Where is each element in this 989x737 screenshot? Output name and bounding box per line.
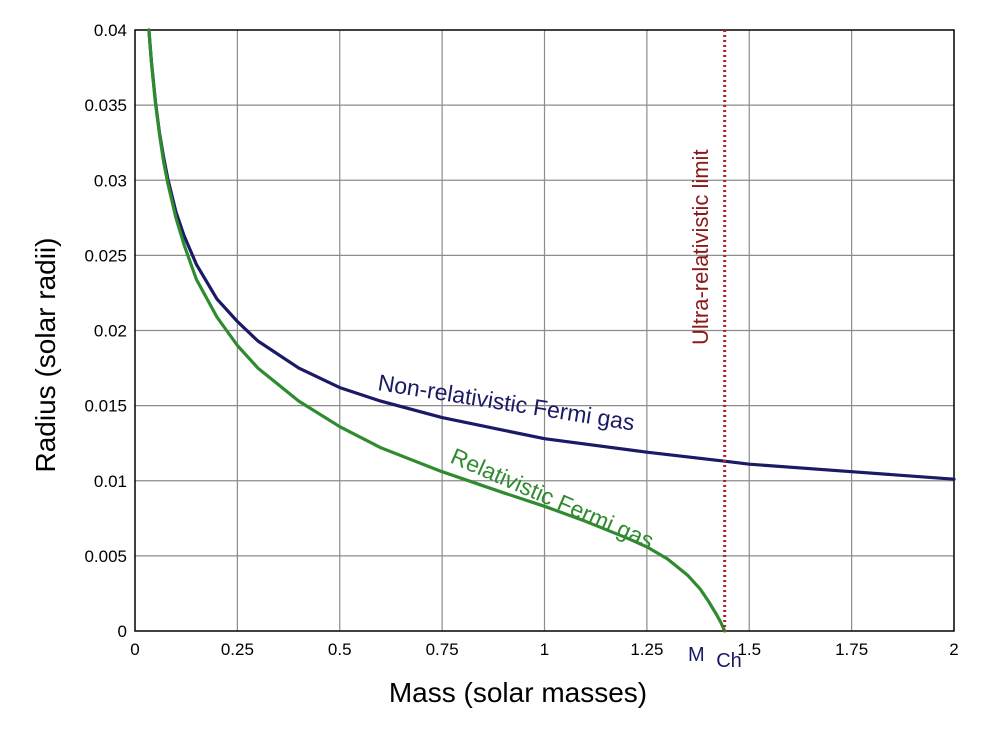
y-tick-label: 0.03 [94,171,127,190]
x-tick-label: 1.75 [835,640,868,659]
grid [135,30,954,631]
y-axis-title: Radius (solar radii) [30,238,61,473]
y-tick-label: 0.04 [94,21,127,40]
ultra-relativistic-limit-label: Ultra-relativistic limit [688,149,713,345]
x-tick-label: 0.75 [426,640,459,659]
x-tick-label: 0.25 [221,640,254,659]
y-tick-label: 0.025 [84,246,127,265]
x-tick-label: 2 [949,640,958,659]
relativistic-curve [147,28,727,633]
x-tick-label: 1.25 [630,640,663,659]
x-tick-label: 0 [130,640,139,659]
y-tick-label: 0.035 [84,96,127,115]
y-tick-label: 0.01 [94,472,127,491]
y-tick-label: 0.02 [94,322,127,341]
chandrasekhar-mass-label: M Ch [688,644,742,672]
relativistic-label: Relativistic Fermi gas [447,443,658,554]
x-tick-label: 0.5 [328,640,352,659]
plot-frame [134,29,955,632]
non-relativistic-label: Non-relativistic Fermi gas [376,369,636,435]
y-axis-ticks: 0 0.005 0.01 0.015 0.02 0.025 0.03 0.035 0.04 [84,21,127,641]
y-tick-label: 0.015 [84,397,127,416]
x-tick-label: 1 [540,640,549,659]
y-tick-label: 0 [118,622,127,641]
chandrasekhar-subscript: Ch [716,650,742,672]
y-tick-label: 0.005 [84,547,127,566]
x-axis-title: Mass (solar masses) [389,677,647,708]
x-tick-label: 1.5 [737,640,761,659]
series [147,28,956,633]
chandrasekhar-m: M [688,644,705,666]
x-axis-ticks: 0 0.25 0.5 0.75 1 1.25 1.5 1.75 2 [130,640,958,659]
